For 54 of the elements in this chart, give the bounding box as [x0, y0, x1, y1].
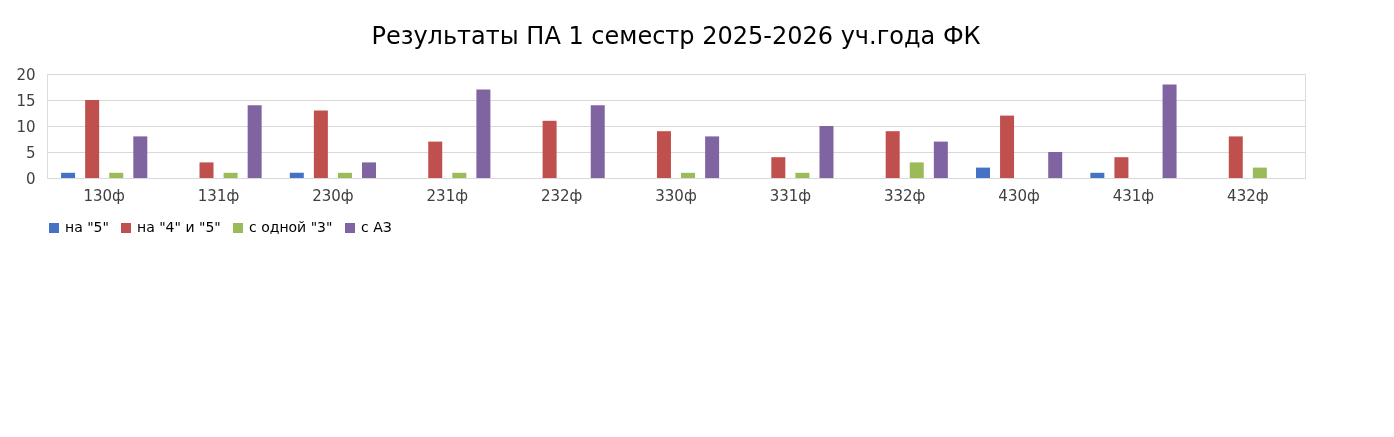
x-tick-label: 230ф	[312, 186, 354, 205]
y-tick-label: 15	[16, 91, 36, 110]
chart-title: Результаты ПА 1 семестр 2025-2026 уч.года ФК	[371, 22, 981, 50]
bar	[476, 89, 491, 178]
bar	[795, 172, 810, 178]
x-tick-label: 332ф	[883, 186, 926, 205]
bar	[1228, 136, 1243, 178]
x-tick-label: 231ф	[426, 186, 469, 205]
bar	[681, 172, 696, 178]
bar	[289, 172, 304, 178]
x-tick-label: 430ф	[998, 186, 1040, 205]
bar	[819, 126, 834, 178]
bar	[109, 172, 124, 178]
bar	[705, 136, 720, 178]
x-tick-label: 232ф	[540, 186, 583, 205]
y-tick-label: 5	[25, 143, 36, 162]
bar	[590, 105, 605, 178]
bar	[247, 105, 262, 178]
bar	[975, 167, 990, 178]
x-tick-label: 131ф	[197, 186, 240, 205]
bar	[1252, 167, 1267, 178]
bar	[61, 172, 76, 178]
bar	[428, 141, 443, 178]
x-tick-label: 330ф	[655, 186, 697, 205]
bar	[1000, 115, 1015, 178]
bar	[933, 141, 948, 178]
bar	[909, 162, 924, 178]
bar	[656, 131, 671, 178]
y-tick-label: 10	[16, 117, 36, 136]
bar	[1114, 157, 1129, 178]
legend-label: на "4" и "5"	[137, 219, 221, 235]
legend-label: с АЗ	[361, 219, 392, 235]
x-tick-label: 130ф	[83, 186, 125, 205]
bar	[452, 172, 467, 178]
x-tick-label: 431ф	[1112, 186, 1155, 205]
legend-label: с одной "3"	[249, 219, 333, 235]
bar	[362, 162, 377, 178]
bar	[1090, 172, 1105, 178]
y-tick-label: 0	[25, 169, 36, 188]
bar	[771, 157, 786, 178]
bar	[885, 131, 900, 178]
bar	[1048, 152, 1063, 178]
bar	[85, 100, 100, 178]
bar	[199, 162, 214, 178]
bar	[133, 136, 148, 178]
bar	[1162, 84, 1177, 178]
bar	[313, 110, 328, 178]
bar	[223, 172, 238, 178]
bar	[542, 120, 557, 178]
y-tick-label: 20	[16, 65, 36, 84]
x-tick-label: 331ф	[769, 186, 812, 205]
bar	[337, 172, 352, 178]
legend-label: на "5"	[65, 219, 109, 235]
x-tick-label: 432ф	[1227, 186, 1269, 205]
